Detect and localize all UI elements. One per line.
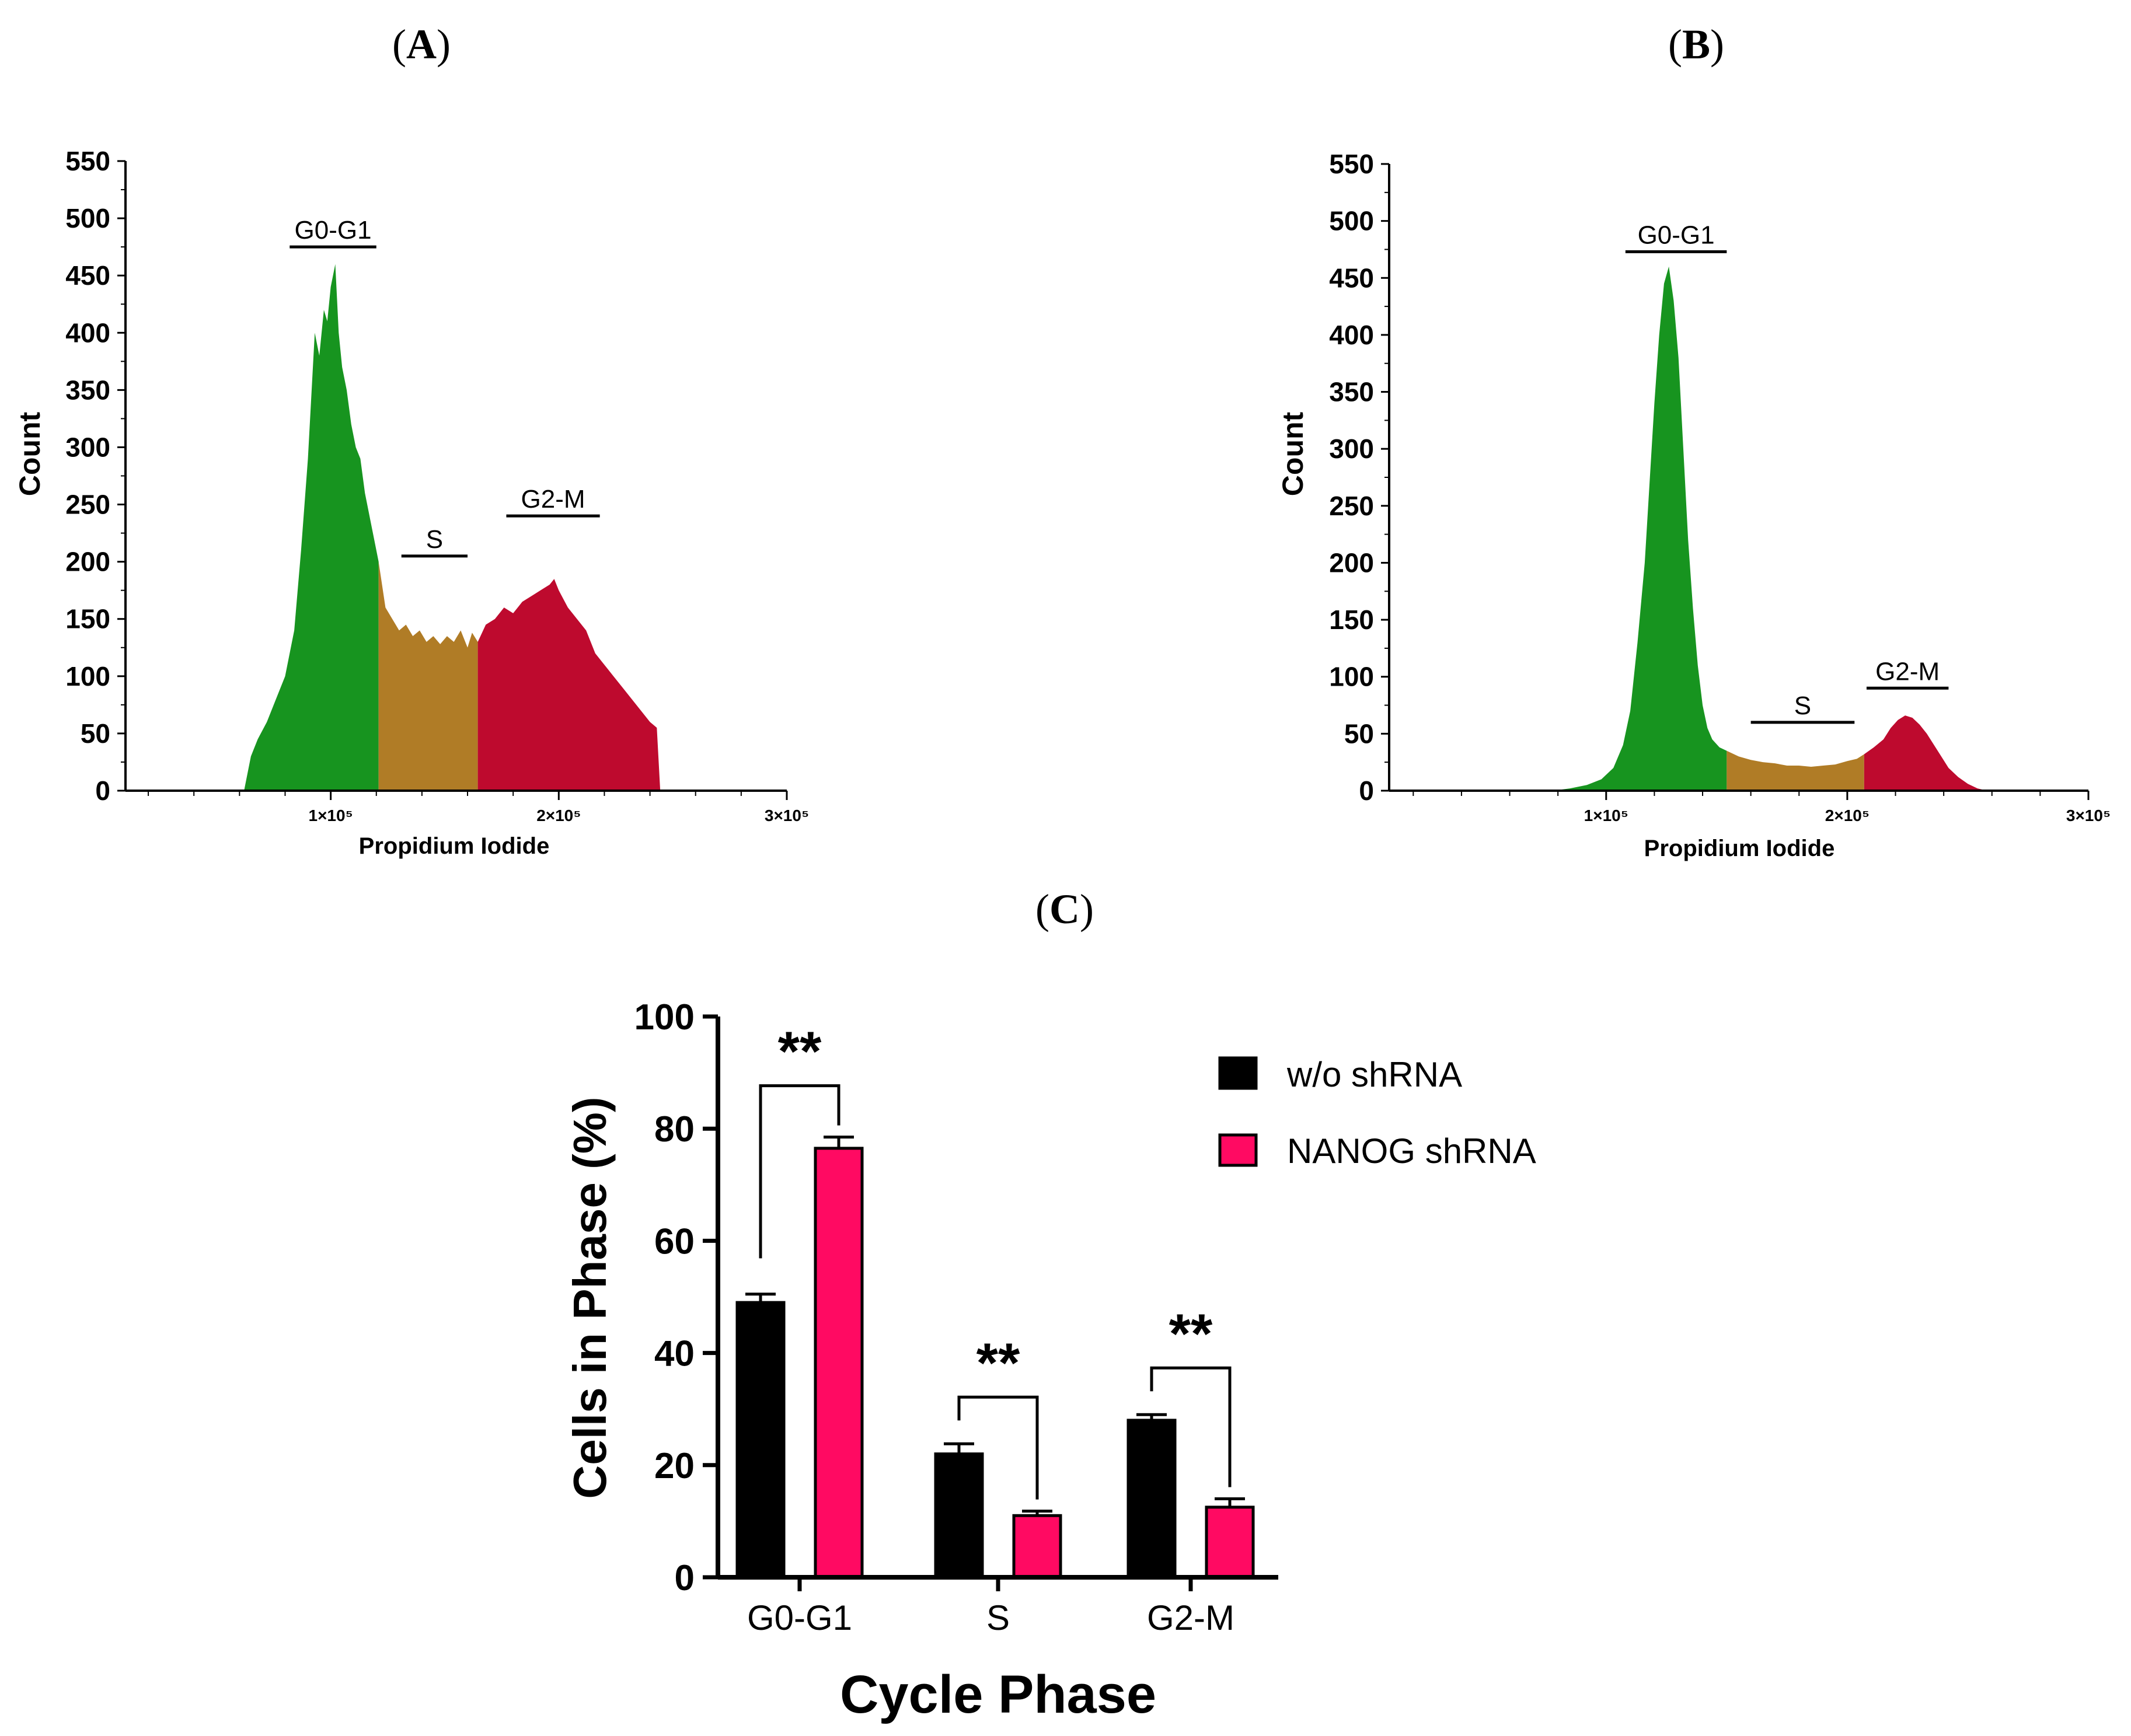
histogram-a-ytick-label: 450 (65, 260, 110, 291)
histogram-b-ylabel: Count (1276, 411, 1309, 496)
histogram-a-area-g2-m (477, 579, 661, 791)
histogram-b-ytick-label: 300 (1329, 434, 1374, 464)
panel-title-b: (B) (1668, 21, 1724, 68)
bar-nanog-shrna-s (1012, 1514, 1062, 1579)
histogram-b-xtick-label: 3×10⁵ (2066, 806, 2111, 825)
bar-chart-category-g2-m: G2-M (1147, 1598, 1234, 1637)
histogram-a: G0-G1 S G2-M 0 50 100 150 200 250 300 350 400 450 50… (13, 146, 809, 859)
significance-bracket (759, 1084, 840, 1259)
legend-swatch-wo-shrna (1218, 1056, 1258, 1090)
histogram-a-gate-label-g0-g1: G0-G1 (295, 216, 372, 244)
histogram-a-ytick-label: 250 (65, 490, 110, 520)
histogram-a-ytick-label: 50 (81, 718, 110, 749)
significance-bracket (957, 1395, 1039, 1500)
bar-chart-category-g0-g1: G0-G1 (747, 1598, 852, 1637)
histogram-b-ytick-label: 550 (1329, 149, 1374, 179)
bar-chart-ytick-label: 100 (634, 997, 695, 1038)
histogram-b-ytick-label: 500 (1329, 206, 1374, 236)
bar-chart-c: ** ** ** 0 20 40 60 80 100 G0-G1 S G2-M Cycle Phas… (564, 997, 1536, 1724)
histogram-a-xlabel: Propidium Iodide (359, 833, 550, 859)
histogram-a-ytick-label: 300 (65, 432, 110, 462)
histogram-b-gate-label-s: S (1794, 691, 1811, 720)
significance-bracket (1150, 1366, 1232, 1487)
histogram-b-xtick-label: 2×10⁵ (1825, 806, 1870, 825)
bar-w-o-shrna-g2-m (1126, 1419, 1177, 1579)
histogram-b-area-s (1727, 750, 1864, 791)
svg-text:(B): (B) (1668, 21, 1724, 68)
bar-chart-legend: w/o shRNA NANOG shRNA (1218, 1055, 1536, 1171)
legend-swatch-nanog-shrna (1218, 1133, 1258, 1167)
legend-label-wo-shrna: w/o shRNA (1286, 1055, 1462, 1094)
histogram-b-ytick-label: 50 (1344, 718, 1374, 749)
histogram-b-xlabel: Propidium Iodide (1644, 836, 1835, 861)
significance-marker: ** (778, 1021, 822, 1083)
bar-w-o-shrna-s (934, 1452, 984, 1579)
bar-chart-ytick-label: 60 (654, 1221, 695, 1262)
histogram-a-ytick-label: 500 (65, 203, 110, 233)
histogram-b-area-g0-g1 (1553, 266, 1727, 791)
histogram-a-ylabel: Count (13, 411, 46, 496)
histogram-a-gate-label-s: S (426, 525, 443, 554)
histogram-a-xtick-label: 2×10⁵ (536, 806, 581, 825)
histogram-b-ytick-label: 200 (1329, 547, 1374, 578)
legend-label-nanog-shrna: NANOG shRNA (1287, 1131, 1536, 1171)
svg-text:(C): (C) (1035, 886, 1094, 932)
histogram-a-gate-label-g2-m: G2-M (521, 485, 585, 514)
histogram-a-ytick-label: 100 (65, 661, 110, 691)
histogram-a-ytick-label: 550 (65, 146, 110, 176)
bar-nanog-shrna-g2-m (1205, 1506, 1255, 1579)
histogram-b-ytick-label: 450 (1329, 263, 1374, 293)
histogram-b-ytick-label: 0 (1359, 776, 1374, 806)
histogram-a-area-g0-g1 (244, 264, 379, 791)
histogram-a-ytick-label: 150 (65, 604, 110, 634)
histogram-a-ytick-label: 200 (65, 547, 110, 577)
histogram-a-xtick-label: 3×10⁵ (765, 806, 809, 825)
bar-chart-ytick-label: 80 (654, 1109, 695, 1150)
bar-nanog-shrna-g0-g1 (814, 1147, 864, 1579)
histogram-a-ytick-label: 350 (65, 375, 110, 405)
histogram-b-ytick-label: 400 (1329, 320, 1374, 350)
bar-chart-category-s: S (986, 1598, 1010, 1637)
significance-marker: ** (976, 1332, 1020, 1394)
histogram-b-gate-label-g2-m: G2-M (1875, 657, 1940, 686)
bar-chart-ytick-label: 20 (654, 1446, 695, 1486)
histogram-a-area-s (378, 561, 478, 791)
panel-a-letter: A (406, 21, 437, 68)
bar-chart-ytick-label: 40 (654, 1334, 695, 1374)
histogram-a-ytick-label: 0 (95, 776, 110, 806)
histogram-b-area-g2-m (1864, 715, 1987, 791)
histogram-b-ytick-label: 150 (1329, 605, 1374, 635)
panel-title-a: (A) (392, 21, 451, 68)
significance-marker: ** (1169, 1302, 1213, 1365)
histogram-a-ytick-label: 400 (65, 317, 110, 348)
histogram-b-ytick-label: 350 (1329, 377, 1374, 407)
bar-chart-xlabel: Cycle Phase (840, 1665, 1156, 1724)
bar-chart-ytick-label: 0 (675, 1558, 695, 1598)
histogram-b-xtick-label: 1×10⁵ (1584, 806, 1628, 825)
svg-text:(A): (A) (392, 21, 451, 68)
panel-title-c: (C) (1035, 886, 1094, 932)
histogram-b-ytick-label: 100 (1329, 662, 1374, 692)
panel-b-letter: B (1682, 21, 1710, 68)
panel-c-letter: C (1049, 886, 1080, 932)
bar-w-o-shrna-g0-g1 (735, 1301, 786, 1579)
histogram-b: G0-G1 S G2-M 0 50 100 150 200 250 300 350 400 450 50… (1276, 149, 2111, 861)
bar-chart-ylabel: Cells in Phase (%) (564, 1096, 616, 1499)
histogram-a-xtick-label: 1×10⁵ (309, 806, 353, 825)
histogram-b-gate-label-g0-g1: G0-G1 (1638, 221, 1715, 249)
histogram-b-ytick-label: 250 (1329, 491, 1374, 521)
